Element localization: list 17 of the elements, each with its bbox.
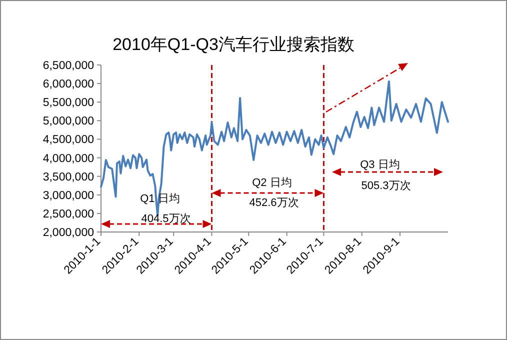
chart-title: 2010年Q1-Q3汽车行业搜索指数 (112, 35, 354, 54)
y-tick-label: 2,000,000 (42, 227, 94, 240)
y-tick-label: 2,500,000 (42, 208, 94, 220)
annotation: Q1 日均 (140, 193, 180, 205)
annotation: Q2 日均 (252, 177, 292, 189)
annotation: 505.3万次 (361, 180, 411, 192)
annotation: 452.6万次 (249, 197, 299, 209)
y-tick-label: 5,500,000 (42, 97, 94, 110)
y-tick-label: 6,000,000 (42, 78, 94, 91)
annotation: 404.5万次 (141, 213, 191, 225)
y-tick-label: 4,500,000 (42, 134, 94, 146)
y-tick-label: 3,500,000 (42, 171, 94, 184)
y-tick-label: 4,000,000 (42, 152, 94, 165)
y-tick-label: 5,000,000 (42, 116, 94, 128)
y-tick-label: 6,500,000 (42, 60, 94, 72)
y-tick-label: 3,000,000 (42, 190, 94, 202)
annotation: Q3 日均 (360, 159, 400, 171)
